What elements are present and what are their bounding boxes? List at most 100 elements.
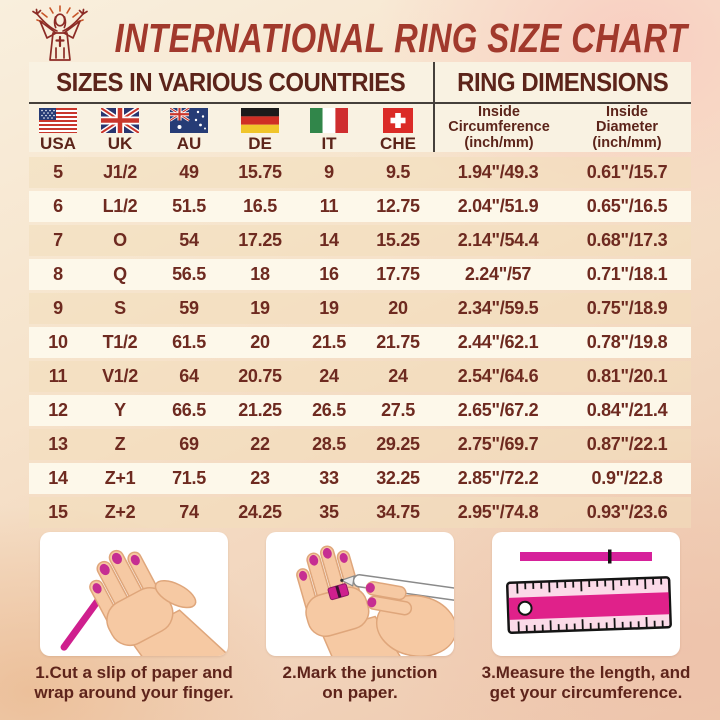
usa-flag-icon [39, 107, 77, 133]
table-cell: 2.65"/67.2 [457, 400, 539, 420]
table-cell: 27.5 [381, 400, 415, 420]
table-cell: 24 [319, 366, 339, 386]
table-cell: 11 [48, 366, 68, 386]
table-cell: 0.84"/21.4 [586, 400, 668, 420]
table-cell: 8 [53, 264, 63, 284]
table-cell: Y [114, 400, 126, 420]
table-cell: 0.81"/20.1 [586, 366, 668, 386]
column-che: CHE [363, 104, 433, 152]
table-cell: 19 [319, 298, 339, 318]
table-row: 6 L1/2 51.5 16.5 11 12.75 2.04"/51.9 0.65"/16.5 [29, 191, 691, 222]
strip-and-ruler-icon [505, 549, 672, 634]
australia-flag-icon [170, 107, 208, 133]
table-row: 11 V1/2 64 20.75 24 24 2.54"/64.6 0.81"/20.1 [29, 361, 691, 392]
table-cell: 6 [53, 196, 63, 216]
step-2: 2.Mark the junction on paper. [266, 532, 454, 702]
table-cell: 2.04"/51.9 [457, 196, 539, 216]
table-row: 10 T1/2 61.5 20 21.5 21.75 2.44"/62.1 0.78"/19.… [29, 327, 691, 358]
column-it: IT [295, 104, 363, 152]
page-title: INTERNATIONAL RING SIZE CHART [114, 14, 688, 61]
table-cell: 28.5 [312, 434, 346, 454]
table-cell: 64 [179, 366, 199, 386]
table-cell: 0.65"/16.5 [586, 196, 668, 216]
table-cell: V1/2 [102, 366, 138, 386]
table-cell: 0.61"/15.7 [586, 162, 668, 182]
hands-marking-with-pen-icon [296, 545, 454, 656]
table-cell: 59 [179, 298, 199, 318]
table-cell: 0.71"/18.1 [586, 264, 668, 284]
country-code: CHE [380, 133, 416, 153]
table-cell: J1/2 [103, 162, 137, 182]
table-cell: 61.5 [172, 332, 206, 352]
table-cell: 0.78"/19.8 [586, 332, 668, 352]
table-row: 12 Y 66.5 21.25 26.5 27.5 2.65"/67.2 0.84"/21.4 [29, 395, 691, 426]
country-code: DE [248, 133, 272, 153]
country-code: IT [321, 133, 337, 153]
column-inside-diameter: Inside Diameter (inch/mm) [592, 103, 662, 151]
table-cell: 24.25 [238, 502, 282, 522]
column-inside-circumference: Inside Circumference (inch/mm) [433, 104, 563, 152]
table-cell: 32.25 [376, 468, 420, 488]
step-3-caption: 3.Measure the length, and get your circu… [481, 663, 691, 702]
step-2-card [266, 532, 454, 656]
table-cell: 54 [179, 230, 199, 250]
table-cell: S [114, 298, 126, 318]
table-cell: 20.75 [238, 366, 282, 386]
praising-figure-logo-icon [32, 5, 88, 61]
table-cell: 9.5 [385, 162, 411, 182]
table-cell: 26.5 [312, 400, 346, 420]
table-cell: 56.5 [172, 264, 206, 284]
table-row: 8 Q 56.5 18 16 17.75 2.24"/57 0.71"/18.1 [29, 259, 691, 290]
table-cell: 15.75 [238, 162, 282, 182]
table-cell: 14 [48, 468, 68, 488]
table-cell: 22 [250, 434, 270, 454]
table-cell: 12 [48, 400, 68, 420]
table-cell: 12.75 [376, 196, 420, 216]
table-cell: 0.75"/18.9 [586, 298, 668, 318]
country-code: UK [107, 133, 133, 153]
uk-flag-icon [101, 107, 139, 133]
table-cell: 2.54"/64.6 [457, 366, 539, 386]
table-row: 5 J1/2 49 15.75 9 9.5 1.94"/49.3 0.61"/15.7 [29, 157, 691, 188]
step-2-caption: 2.Mark the junction on paper. [282, 663, 438, 702]
table-cell: 2.44"/62.1 [457, 332, 539, 352]
table-cell: 35 [319, 502, 339, 522]
table-rows: 5 J1/2 49 15.75 9 9.5 1.94"/49.3 0.61"/15.7 6 L1/… [29, 157, 691, 531]
country-code: USA [40, 133, 76, 153]
country-code: AU [176, 133, 202, 153]
table-cell: 20 [250, 332, 270, 352]
table-cell: 23 [250, 468, 270, 488]
table-cell: 2.14"/54.4 [457, 230, 539, 250]
table-cell: 2.95"/74.8 [457, 502, 539, 522]
table-cell: 21.75 [376, 332, 420, 352]
table-cell: 0.93"/23.6 [586, 502, 668, 522]
table-cell: 21.5 [312, 332, 346, 352]
table-cell: Z+2 [104, 502, 136, 522]
table-cell: 19 [250, 298, 270, 318]
table-cell: 11 [319, 196, 339, 216]
table-row: 14 Z+1 71.5 23 33 32.25 2.85"/72.2 0.9"/22.8 [29, 463, 691, 494]
table-cell: 2.24"/57 [464, 264, 532, 284]
table-cell: 0.68"/17.3 [586, 230, 668, 250]
hand-with-paper-strip-icon [60, 549, 228, 656]
step-1: 1.Cut a slip of paper and wrap around yo… [34, 532, 234, 702]
table-row: 7 O 54 17.25 14 15.25 2.14"/54.4 0.68"/17.3 [29, 225, 691, 256]
table-cell: 69 [179, 434, 199, 454]
table-cell: 24 [388, 366, 408, 386]
table-cell: 71.5 [172, 468, 206, 488]
table-cell: 10 [48, 332, 68, 352]
table-cell: 16.5 [243, 196, 277, 216]
table-cell: 15 [48, 502, 68, 522]
table-cell: 14 [319, 230, 339, 250]
table-cell: 29.25 [376, 434, 420, 454]
switzerland-flag-icon [383, 107, 413, 133]
column-usa: USA [29, 104, 87, 152]
section-title-countries: SIZES IN VARIOUS COUNTRIES [29, 62, 433, 104]
table-cell: 74 [179, 502, 199, 522]
table-cell: Z [114, 434, 126, 454]
step-3: 3.Measure the length, and get your circu… [482, 532, 690, 702]
table-cell: 0.9"/22.8 [591, 468, 663, 488]
table-row: 15 Z+2 74 24.25 35 34.75 2.95"/74.8 0.93"/23.6 [29, 497, 691, 528]
table-cell: 0.87"/22.1 [586, 434, 668, 454]
table-cell: 33 [319, 468, 339, 488]
